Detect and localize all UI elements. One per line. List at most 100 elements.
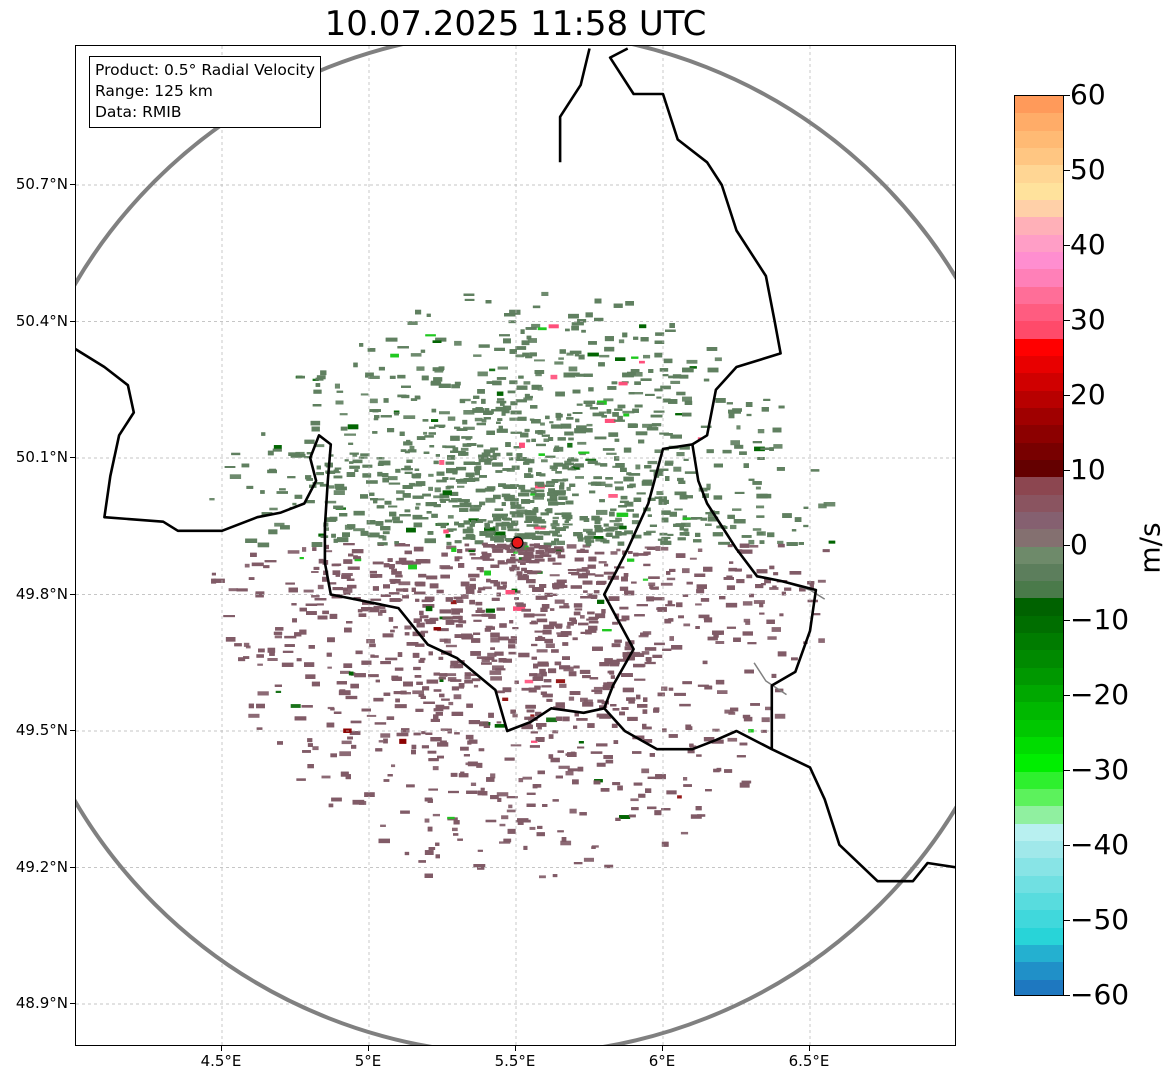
echo-pixel [810,469,820,472]
echo-pixel [594,525,602,528]
echo-pixel [548,488,555,493]
echo-pixel [383,692,391,696]
echo-pixel [653,470,664,476]
echo-pixel [550,523,560,527]
echo-pixel [707,636,718,641]
echo-pixel [511,564,517,568]
echo-pixel [565,771,574,776]
echo-pixel [652,654,663,658]
echo-pixel [470,535,476,540]
echo-pixel [501,502,506,506]
echo-pixel [623,447,632,453]
lat-tick-mark [70,320,75,322]
echo-pixel [674,692,686,696]
echo-pixel [629,483,636,488]
echo-pixel [496,721,502,724]
echo-pixel [625,656,635,661]
echo-pixel [556,479,566,482]
echo-pixel [588,625,598,631]
echo-pixel [362,464,373,468]
echo-pixel [397,652,403,657]
echo-pixel [395,468,401,473]
echo-pixel [552,799,559,802]
echo-pixel [683,623,691,627]
echo-pixel [465,589,475,594]
echo-pixel [510,556,516,561]
echo-pixel [508,320,517,324]
echo-pixel [302,547,307,552]
echo-pixel [676,602,683,608]
echo-pixel [267,469,277,474]
echo-pixel [665,476,670,481]
echo-pixel [599,499,605,503]
echo-pixel [411,749,416,755]
echo-pixel [587,531,596,536]
echo-pixel [609,511,615,517]
echo-pixel [613,523,624,526]
echo-pixel [412,652,420,658]
echo-pixel [649,753,655,757]
echo-pixel [809,584,814,590]
echo-pixel [522,573,528,577]
echo-pixel [579,812,587,816]
echo-pixel [577,534,583,539]
echo-pixel [664,460,674,464]
echo-pixel [576,718,588,721]
echo-pixel [334,483,345,489]
echo-pixel [633,663,645,668]
echo-pixel [425,502,437,507]
echo-pixel [670,434,682,439]
echo-pixel [367,348,376,352]
echo-pixel [544,638,553,644]
colorbar-tick-mark [1064,170,1070,171]
radar-map[interactable] [75,45,956,1046]
echo-pixel [666,577,676,581]
echo-pixel [485,497,496,503]
echo-pixel [754,446,765,452]
echo-pixel [682,412,692,417]
echo-pixel [521,608,531,612]
echo-pixel [711,739,724,744]
echo-pixel [789,571,802,575]
echo-pixel [611,643,621,648]
echo-pixel [403,441,413,446]
echo-pixel [589,490,596,494]
echo-pixel [376,457,385,460]
echo-pixel [401,560,414,565]
echo-pixel [508,804,513,809]
echo-pixel [420,632,425,637]
echo-pixel [724,769,733,773]
echo-pixel [409,445,415,451]
echo-pixel [564,431,574,436]
echo-pixel [676,452,685,457]
echo-pixel [588,387,594,392]
echo-pixel [666,790,677,795]
echo-pixel [503,338,511,344]
echo-pixel [537,825,543,829]
echo-pixel [591,629,597,633]
echo-pixel [425,732,433,735]
echo-pixel [438,677,446,680]
echo-pixel [632,408,639,413]
colorbar-segment [1015,702,1063,721]
echo-pixel [404,450,410,454]
echo-pixel [604,346,615,352]
echo-pixel [524,459,535,464]
echo-pixel [329,582,337,585]
colorbar-segment [1015,321,1063,340]
echo-pixel [564,462,575,466]
echo-pixel [347,424,359,430]
echo-pixel [243,656,250,659]
echo-pixel [500,513,508,517]
echo-pixel [700,598,710,602]
echo-pixel [542,693,553,698]
echo-pixel [446,468,458,474]
echo-pixel [646,427,659,431]
echo-pixel [565,328,570,332]
echo-pixel [413,732,421,736]
echo-pixel [486,430,495,435]
echo-pixel [480,787,485,791]
echo-pixel [488,614,496,619]
echo-pixel [633,653,645,657]
echo-pixel [423,701,435,704]
